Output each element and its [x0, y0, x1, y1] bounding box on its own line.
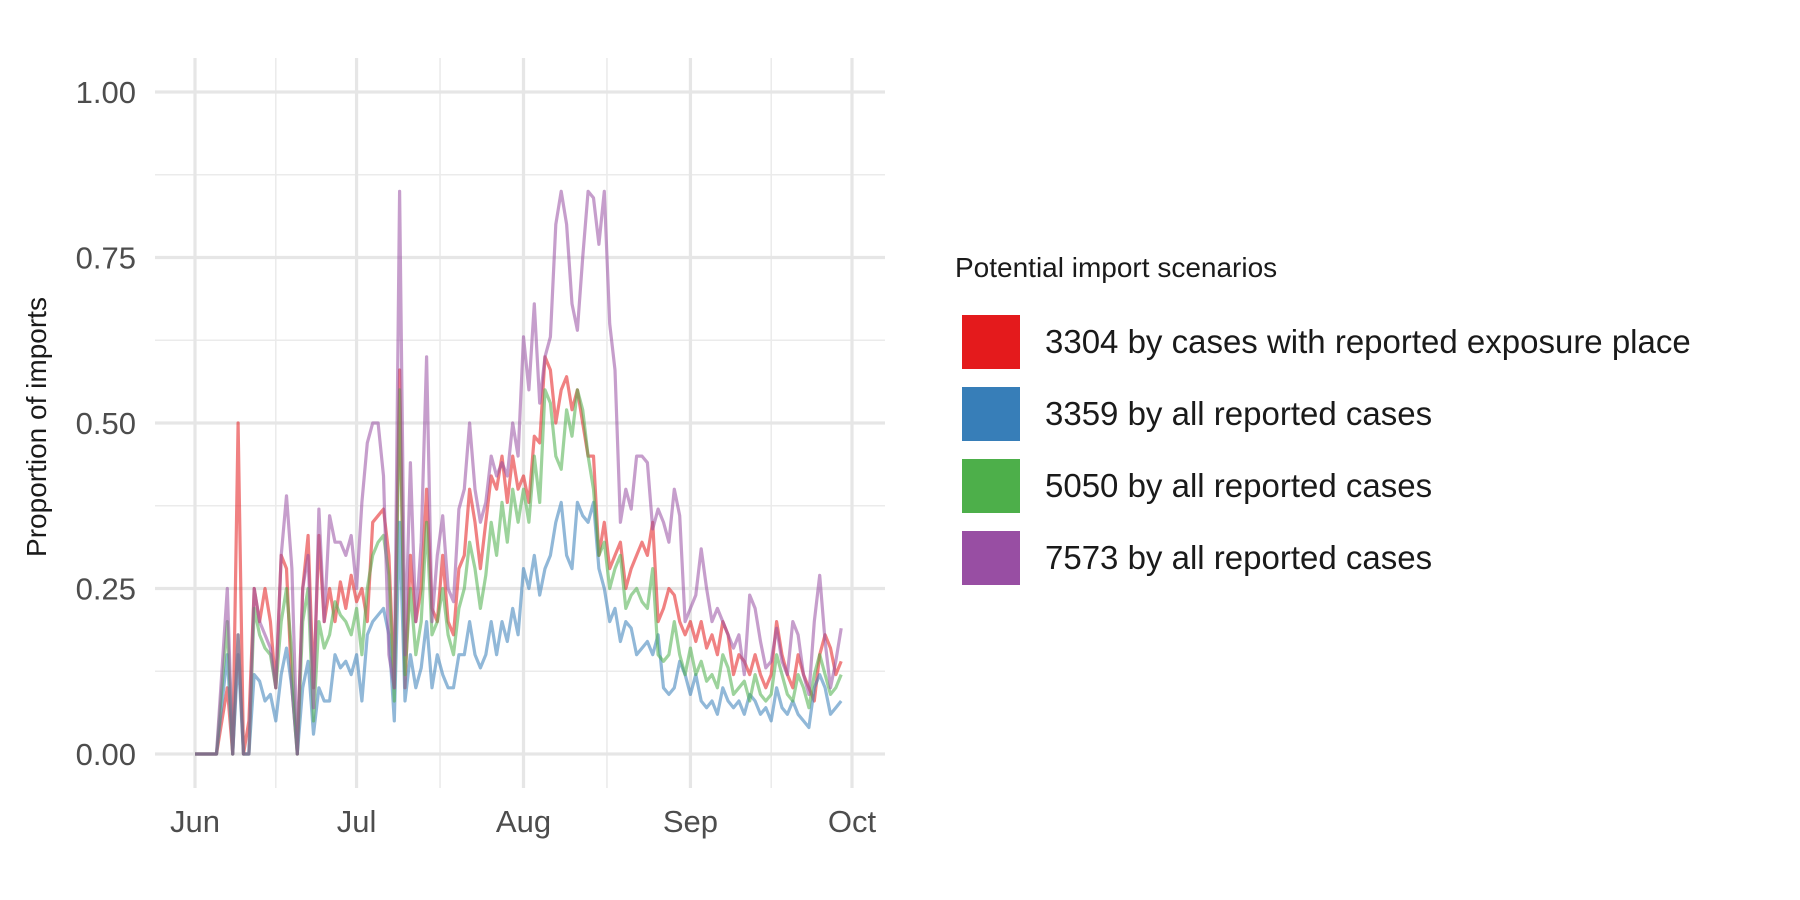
- legend-swatch: [962, 459, 1020, 513]
- legend-items: 3304 by cases with reported exposure pla…: [955, 306, 1691, 594]
- legend-item-4: 7573 by all reported cases: [955, 522, 1691, 594]
- x-tick-label: Aug: [496, 804, 551, 839]
- legend-label: 3304 by cases with reported exposure pla…: [1045, 323, 1691, 360]
- y-tick-label: 0.75: [76, 241, 136, 276]
- legend-item-3: 5050 by all reported cases: [955, 450, 1691, 522]
- x-tick-label: Jul: [337, 804, 377, 839]
- y-axis-title: Proportion of imports: [21, 297, 52, 557]
- x-tick-label: Oct: [828, 804, 877, 839]
- y-tick-label: 1.00: [76, 75, 136, 110]
- legend-label: 7573 by all reported cases: [1045, 539, 1433, 576]
- legend-item-1: 3304 by cases with reported exposure pla…: [955, 306, 1691, 378]
- y-tick-label: 0.50: [76, 406, 136, 441]
- series-line-2: [195, 500, 843, 756]
- legend: Potential import scenarios 3304 by cases…: [955, 252, 1691, 594]
- x-tick-label: Sep: [663, 804, 718, 839]
- legend-item-2: 3359 by all reported cases: [955, 378, 1691, 450]
- legend-swatch: [962, 387, 1020, 441]
- x-tick-label: Jun: [170, 804, 220, 839]
- legend-swatch: [962, 531, 1020, 585]
- series-line-3: [195, 388, 843, 756]
- x-tick-labels: Jun Jul Aug Sep Oct: [170, 804, 876, 839]
- y-tick-label: 0.25: [76, 572, 136, 607]
- y-tick-label: 0.00: [76, 737, 136, 772]
- grid: [155, 58, 885, 788]
- legend-title: Potential import scenarios: [955, 252, 1278, 283]
- series-line-4: [195, 189, 843, 756]
- series-lines: [195, 189, 843, 756]
- legend-label: 3359 by all reported cases: [1045, 395, 1433, 432]
- y-tick-labels: 0.00 0.25 0.50 0.75 1.00: [76, 75, 136, 772]
- legend-swatch: [962, 315, 1020, 369]
- legend-label: 5050 by all reported cases: [1045, 467, 1433, 504]
